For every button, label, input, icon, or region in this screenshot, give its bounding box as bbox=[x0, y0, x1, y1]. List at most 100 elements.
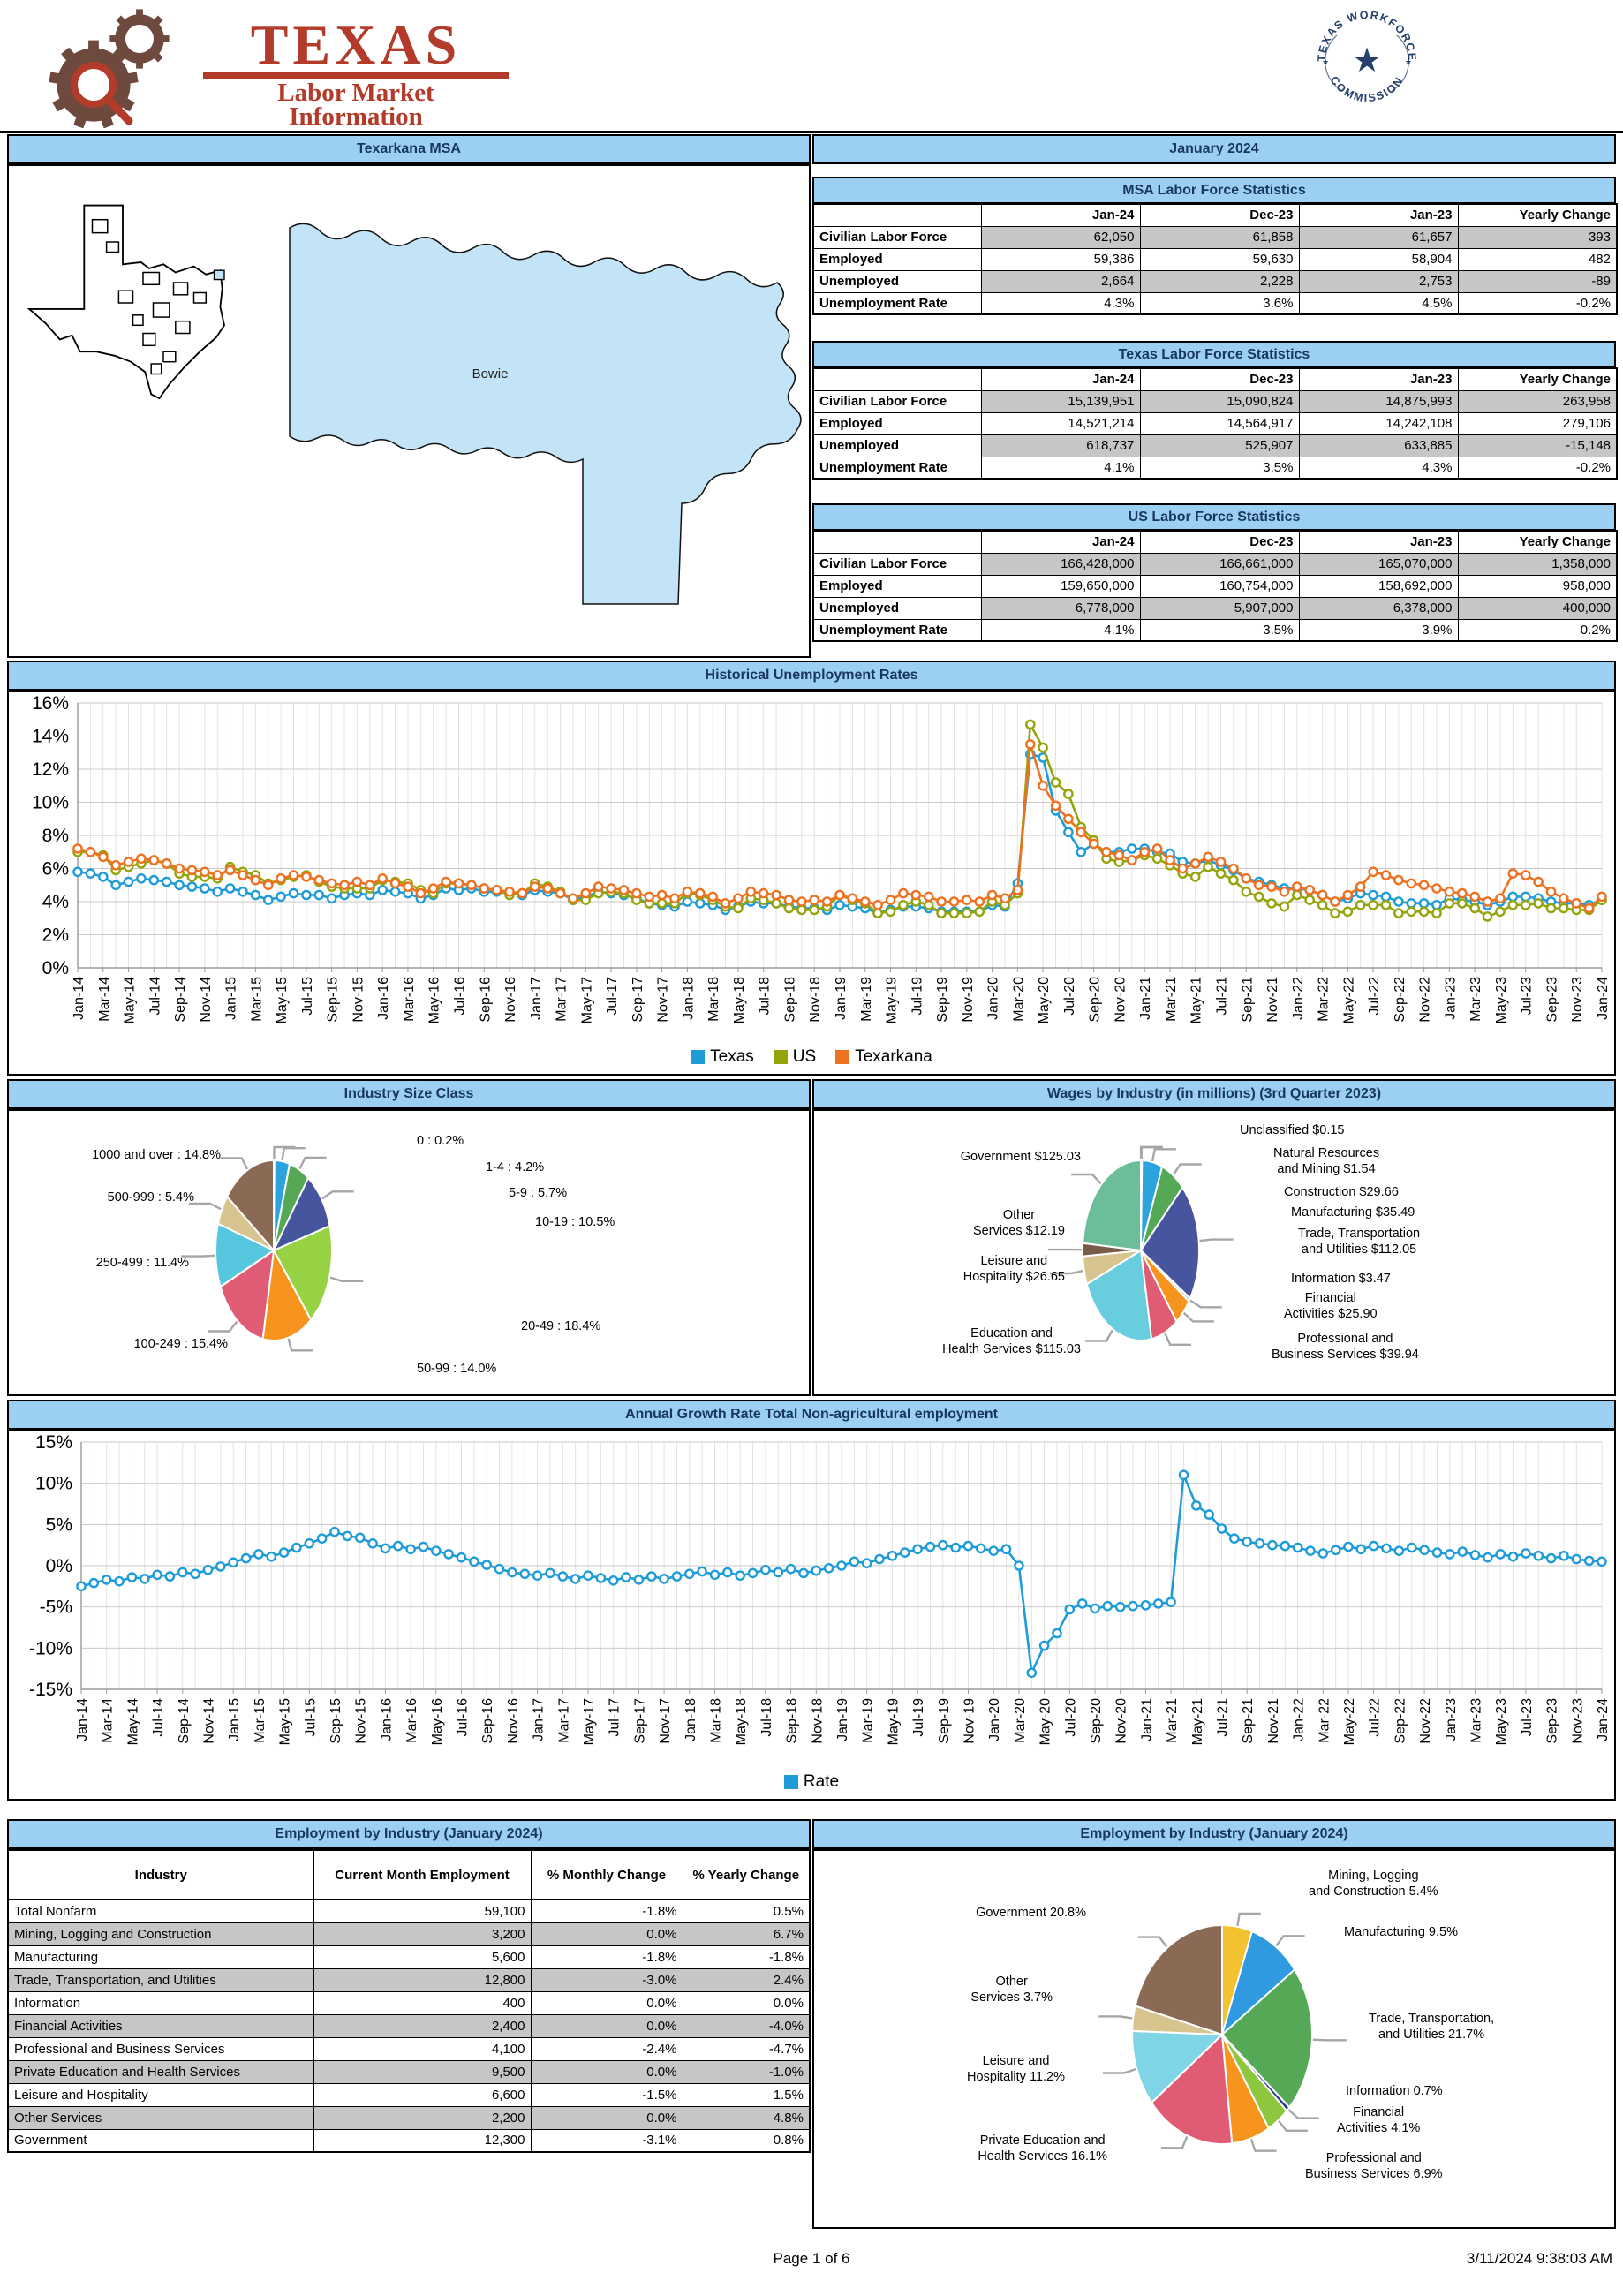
table-cell: 160,754,000 bbox=[1139, 574, 1300, 598]
x-tick-label: Jan-15 bbox=[224, 977, 239, 1020]
wages-pie-chart: Unclassified $0.15 Natural Resources and M… bbox=[812, 1109, 1616, 1396]
column-header: Yearly Change bbox=[1457, 367, 1618, 391]
x-tick-label: Mar-16 bbox=[404, 1698, 419, 1743]
pie-label-line: Leisure and bbox=[980, 1254, 1048, 1268]
data-point-marker bbox=[760, 1564, 771, 1575]
x-tick-label: Nov-14 bbox=[202, 1698, 217, 1744]
x-tick-label: Mar-18 bbox=[709, 1698, 724, 1743]
table-cell: 158,692,000 bbox=[1298, 574, 1459, 598]
data-point-marker bbox=[164, 1571, 176, 1582]
section-title-size-class: Industry Size Class bbox=[7, 1079, 811, 1109]
x-tick-label: Jan-21 bbox=[1139, 1698, 1154, 1741]
emp-table-title-label: Employment by Industry (January 2024) bbox=[275, 1826, 543, 1841]
x-tick-label: Jul-20 bbox=[1062, 977, 1077, 1016]
table-cell: -4.7% bbox=[682, 2036, 811, 2061]
x-tick-label: Nov-20 bbox=[1113, 977, 1128, 1023]
wages-title-label: Wages by Industry (in millions) (3rd Qua… bbox=[1046, 1086, 1382, 1101]
table-cell: 393 bbox=[1457, 225, 1618, 249]
data-point-marker bbox=[1090, 1603, 1100, 1614]
table-cell: -1.8% bbox=[530, 1899, 683, 1923]
pie-slice-label: 10-19 : 10.5% bbox=[535, 1215, 615, 1231]
pie-label-line: Education and bbox=[970, 1326, 1053, 1341]
data-point-marker bbox=[1431, 883, 1442, 894]
x-tick-label: Nov-17 bbox=[658, 1698, 673, 1744]
data-point-marker bbox=[1063, 813, 1074, 825]
data-point-marker bbox=[1520, 870, 1531, 880]
data-point-marker bbox=[1177, 863, 1189, 874]
row-label: Unemployed bbox=[812, 434, 982, 457]
data-point-marker bbox=[1012, 885, 1023, 895]
data-point-marker bbox=[796, 896, 807, 907]
table-cell: -2.4% bbox=[530, 2036, 683, 2061]
data-point-marker bbox=[1355, 899, 1366, 910]
row-label: Private Education and Health Services bbox=[7, 2059, 314, 2084]
data-point-marker bbox=[101, 1575, 112, 1585]
table-cell: 2,753 bbox=[1298, 269, 1459, 293]
table-cell: 0.0% bbox=[530, 2013, 683, 2038]
data-point-marker bbox=[887, 1550, 898, 1561]
data-point-marker bbox=[925, 1541, 936, 1552]
data-point-marker bbox=[1469, 903, 1480, 914]
pie-slice-label: Private Education and Health Services 16.… bbox=[978, 2134, 1107, 2164]
x-tick-label: Jul-18 bbox=[759, 1698, 774, 1737]
pie-slice-label: 1000 and over : 14.8% bbox=[92, 1148, 221, 1164]
data-point-marker bbox=[1571, 898, 1581, 909]
table-cell: 3.5% bbox=[1139, 456, 1300, 480]
data-point-marker bbox=[1559, 1550, 1569, 1561]
data-point-marker bbox=[695, 898, 706, 909]
data-point-marker bbox=[823, 1562, 834, 1574]
data-point-marker bbox=[1189, 872, 1201, 882]
pie-slice-label: 5-9 : 5.7% bbox=[509, 1186, 567, 1202]
table-cell: 15,090,824 bbox=[1139, 389, 1300, 413]
label-leader-line bbox=[1071, 1173, 1102, 1185]
data-point-marker bbox=[1050, 800, 1061, 812]
data-point-marker bbox=[595, 1573, 607, 1583]
table-cell: 3,200 bbox=[313, 1922, 532, 1946]
data-point-marker bbox=[923, 899, 934, 910]
data-point-marker bbox=[1507, 891, 1519, 903]
x-tick-label: Sep-19 bbox=[937, 1698, 952, 1744]
data-point-marker bbox=[1330, 1545, 1341, 1556]
x-tick-label: May-15 bbox=[275, 977, 290, 1023]
label-leader-line bbox=[1278, 2120, 1308, 2132]
data-point-marker bbox=[646, 1571, 657, 1582]
data-point-marker bbox=[389, 878, 401, 889]
pie-slice-label: 250-499 : 11.4% bbox=[96, 1256, 189, 1272]
pie-label-line: Information 0.7% bbox=[1346, 2084, 1443, 2098]
data-point-marker bbox=[161, 858, 172, 869]
emp-pie-title-label: Employment by Industry (January 2024) bbox=[1080, 1826, 1348, 1841]
data-point-marker bbox=[885, 906, 896, 918]
data-point-marker bbox=[1520, 891, 1531, 903]
pie-label-line: Mining, Logging bbox=[1328, 1869, 1419, 1883]
row-label: Civilian Labor Force bbox=[812, 552, 982, 576]
table-cell: 633,885 bbox=[1298, 434, 1459, 457]
pie-slice-label: Education and Health Services $115.03 bbox=[942, 1326, 1081, 1357]
x-tick-label: Jul-17 bbox=[608, 1698, 623, 1737]
data-point-marker bbox=[874, 1553, 885, 1565]
data-point-marker bbox=[469, 1556, 479, 1567]
data-point-marker bbox=[1533, 1550, 1544, 1561]
x-tick-label: Mar-17 bbox=[556, 1698, 571, 1743]
x-tick-label: Mar-22 bbox=[1317, 977, 1332, 1022]
x-tick-label: Jul-19 bbox=[911, 1698, 926, 1737]
x-tick-label: Sep-18 bbox=[785, 1698, 800, 1744]
table-cell: 6,600 bbox=[313, 2082, 532, 2107]
table-row: Unemployed 6,778,000 5,907,000 6,378,000 400… bbox=[812, 596, 1618, 620]
pie-slice-label: Information $3.47 bbox=[1291, 1272, 1391, 1288]
data-point-marker bbox=[114, 1575, 125, 1587]
data-point-marker bbox=[1457, 1546, 1468, 1557]
table-cell: 2,200 bbox=[313, 2105, 532, 2130]
pie-slice bbox=[1140, 1186, 1201, 1300]
data-point-marker bbox=[1368, 1540, 1379, 1552]
data-point-marker bbox=[1406, 878, 1417, 889]
pie-slice-label: 1-4 : 4.2% bbox=[486, 1160, 544, 1176]
x-tick-label: Nov-18 bbox=[808, 977, 823, 1023]
x-tick-label: Jan-15 bbox=[227, 1698, 242, 1741]
data-point-marker bbox=[570, 1574, 581, 1584]
data-point-marker bbox=[1483, 1552, 1493, 1563]
column-header: Dec-23 bbox=[1139, 203, 1300, 227]
legend-swatch-icon bbox=[691, 1050, 706, 1064]
pie-slice bbox=[1082, 1159, 1142, 1251]
pie-label-line: 50-99 : 14.0% bbox=[417, 1362, 497, 1376]
data-point-marker bbox=[517, 887, 528, 899]
